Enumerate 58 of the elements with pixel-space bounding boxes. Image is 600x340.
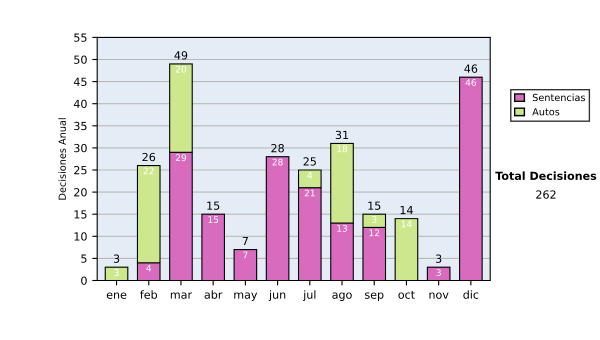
- data-label: 7: [243, 252, 248, 258]
- data-label: 21: [304, 190, 315, 196]
- data-label: 4: [307, 172, 312, 179]
- total-label: 28: [271, 144, 284, 152]
- total-label: 3: [114, 254, 120, 263]
- y-tick-label: 5: [81, 254, 87, 263]
- total-label: 31: [336, 130, 348, 140]
- y-tick-label: 50: [74, 55, 87, 64]
- x-tick-label: abr: [204, 290, 222, 299]
- data-label: 14: [402, 220, 412, 228]
- legend-label: Sentencias: [532, 94, 586, 102]
- y-tick-label: 30: [74, 144, 87, 152]
- data-label: 3: [436, 269, 441, 276]
- y-tick-label: 40: [74, 100, 87, 108]
- x-tick-label: mar: [170, 292, 192, 299]
- y-tick-label: 15: [74, 210, 87, 219]
- text: 262: [536, 190, 556, 199]
- x-tick-label: jul: [303, 290, 316, 301]
- total-label: 46: [464, 64, 478, 73]
- data-label: 3: [372, 216, 376, 223]
- y-tick-label: 35: [74, 122, 87, 130]
- y-tick-label: 0: [81, 276, 87, 285]
- x-tick-label: dic: [463, 290, 478, 299]
- y-tick-label: 10: [74, 232, 87, 241]
- total-label: 7: [242, 236, 248, 246]
- x-tick-label: ago: [332, 292, 352, 301]
- y-tick-label: 25: [74, 166, 87, 174]
- x-tick-label: oct: [398, 290, 415, 299]
- x-tick-label: may: [234, 292, 258, 301]
- data-label: 46: [466, 79, 476, 86]
- total-label: 15: [368, 202, 380, 210]
- x-tick-label: jun: [268, 290, 286, 301]
- data-label: 13: [337, 224, 348, 232]
- total-label: 15: [207, 202, 220, 210]
- data-label: 28: [272, 158, 283, 166]
- text: Total Decisiones: [495, 171, 596, 180]
- data-label: 20: [176, 66, 186, 73]
- legend-label: Autos: [532, 108, 560, 116]
- data-label: 12: [369, 229, 380, 236]
- total-label: 3: [436, 254, 442, 263]
- x-tick-label: sep: [364, 292, 384, 301]
- data-label: 18: [337, 145, 348, 152]
- y-tick-label: 45: [74, 78, 87, 86]
- data-label: 4: [146, 264, 152, 272]
- x-tick-label: ene: [106, 292, 126, 299]
- y-axis-title: Decisiones Anual: [58, 118, 66, 200]
- total-label: 49: [174, 51, 188, 60]
- y-tick-label: 55: [74, 34, 87, 42]
- x-tick-label: nov: [429, 292, 449, 299]
- data-label: 29: [176, 154, 186, 162]
- total-label: 25: [304, 157, 316, 166]
- data-label: 22: [144, 168, 154, 174]
- data-label: 3: [114, 269, 119, 276]
- x-tick-label: feb: [140, 290, 158, 299]
- total-label: 14: [400, 206, 413, 214]
- y-tick-label: 20: [74, 188, 87, 196]
- total-label: 26: [142, 152, 156, 162]
- data-label: 15: [208, 216, 218, 223]
